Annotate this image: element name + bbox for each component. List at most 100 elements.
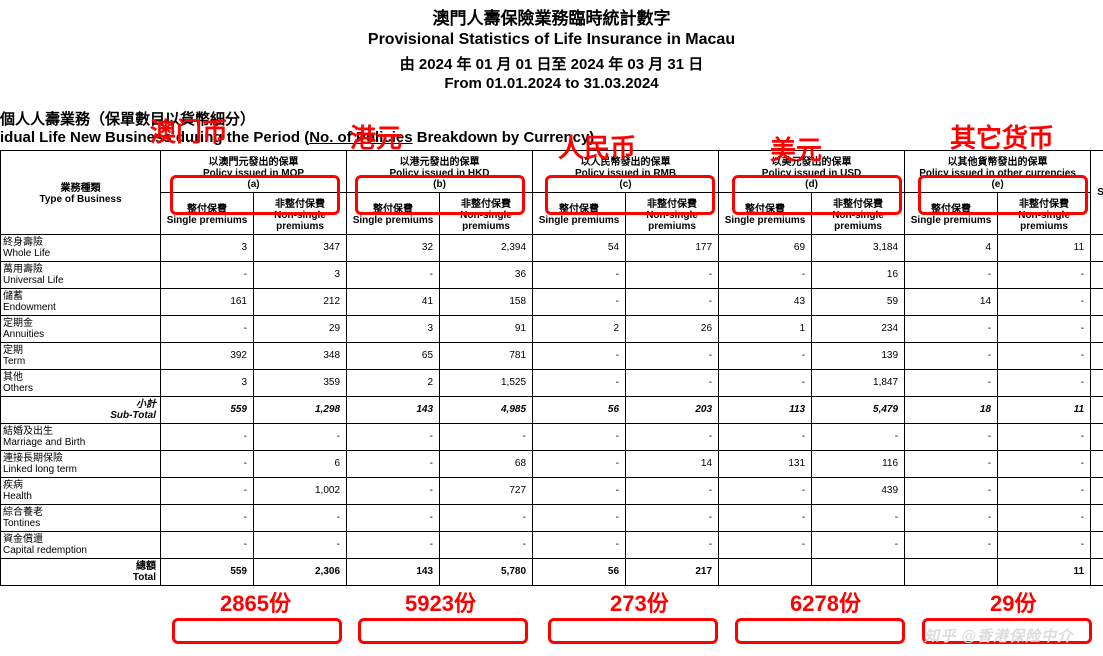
cell: 3 <box>161 369 254 396</box>
table-row: 資金償還Capital redemption---------- <box>1 531 1103 558</box>
red-annotation: 人民币 <box>558 128 636 165</box>
cell: 4 <box>905 234 998 261</box>
cell: 2 <box>533 315 626 342</box>
cell: 41 <box>347 288 440 315</box>
cell: - <box>905 450 998 477</box>
cell: - <box>347 450 440 477</box>
cell: - <box>440 504 533 531</box>
head-type: 業務種類 Type of Business <box>1 150 161 234</box>
red-annotation: 5923份 <box>405 586 476 618</box>
period-en: From 01.01.2024 to 31.03.2024 <box>0 74 1103 94</box>
cell: 559 <box>161 558 254 585</box>
cell: 11 <box>998 558 1091 585</box>
cell: 16 <box>812 261 905 288</box>
cell: - <box>998 342 1091 369</box>
cell: - <box>626 477 719 504</box>
row-label: 儲蓄Endowment <box>1 288 161 315</box>
cell: 559 <box>161 396 254 423</box>
head-trailing: S <box>1091 150 1103 234</box>
cell <box>812 558 905 585</box>
cell: - <box>254 423 347 450</box>
cell: 143 <box>347 558 440 585</box>
cell: 2 <box>347 369 440 396</box>
cell: 68 <box>440 450 533 477</box>
row-label: 疾病Health <box>1 477 161 504</box>
cell: - <box>161 531 254 558</box>
table-row: 萬用壽險Universal Life-3-36---16-- <box>1 261 1103 288</box>
cell: 348 <box>254 342 347 369</box>
cell: 54 <box>533 234 626 261</box>
cell: 32 <box>347 234 440 261</box>
cell: 234 <box>812 315 905 342</box>
red-box <box>355 175 525 215</box>
row-label: 連接長期保險Linked long term <box>1 450 161 477</box>
cell: 3 <box>347 315 440 342</box>
cell: - <box>905 504 998 531</box>
cell: 11 <box>998 234 1091 261</box>
red-box <box>170 175 340 215</box>
red-box <box>172 618 342 644</box>
cell: - <box>533 261 626 288</box>
watermark: 知乎 @香港保险中介 <box>924 625 1073 646</box>
cell: - <box>719 342 812 369</box>
cell: 18 <box>905 396 998 423</box>
row-label: 萬用壽險Universal Life <box>1 261 161 288</box>
red-box <box>358 618 528 644</box>
cell: - <box>161 315 254 342</box>
row-label: 結婚及出生Marriage and Birth <box>1 423 161 450</box>
cell: - <box>998 531 1091 558</box>
table-row: 定期Term39234865781---139-- <box>1 342 1103 369</box>
red-annotation: 6278份 <box>790 586 861 618</box>
table-row: 綜合養老Tontines---------- <box>1 504 1103 531</box>
cell: 217 <box>626 558 719 585</box>
row-label: 終身壽險Whole Life <box>1 234 161 261</box>
cell: 131 <box>719 450 812 477</box>
cell: 727 <box>440 477 533 504</box>
cell: - <box>533 288 626 315</box>
row-label: 其他Others <box>1 369 161 396</box>
cell: 392 <box>161 342 254 369</box>
table-row: 疾病Health-1,002-727---439-- <box>1 477 1103 504</box>
row-label: 總額Total <box>1 558 161 585</box>
cell: - <box>161 504 254 531</box>
cell: - <box>161 423 254 450</box>
cell: 1,847 <box>812 369 905 396</box>
cell: - <box>347 504 440 531</box>
cell: - <box>998 288 1091 315</box>
table-row: 儲蓄Endowment16121241158--435914- <box>1 288 1103 315</box>
cell: - <box>440 531 533 558</box>
table-row: 終身壽險Whole Life3347322,39454177693,184411 <box>1 234 1103 261</box>
table-row: 總額Total5592,3061435,7805621711 <box>1 558 1103 585</box>
cell: 1 <box>719 315 812 342</box>
red-box <box>548 618 718 644</box>
cell: - <box>254 504 347 531</box>
cell: - <box>812 531 905 558</box>
cell: - <box>905 369 998 396</box>
cell: 212 <box>254 288 347 315</box>
cell: - <box>254 531 347 558</box>
cell: 1,298 <box>254 396 347 423</box>
cell: 36 <box>440 261 533 288</box>
cell: 91 <box>440 315 533 342</box>
table-row: 連接長期保險Linked long term-6-68-14131116-- <box>1 450 1103 477</box>
cell: - <box>533 450 626 477</box>
red-annotation: 港元 <box>350 118 402 155</box>
title-en: Provisional Statistics of Life Insurance… <box>0 30 1103 51</box>
cell: - <box>533 531 626 558</box>
cell: 143 <box>347 396 440 423</box>
red-annotation: 2865份 <box>220 586 291 618</box>
cell: - <box>719 369 812 396</box>
cell: 2,306 <box>254 558 347 585</box>
cell: - <box>998 315 1091 342</box>
cell: - <box>347 531 440 558</box>
cell: - <box>626 531 719 558</box>
cell: 139 <box>812 342 905 369</box>
cell: - <box>998 450 1091 477</box>
cell: 26 <box>626 315 719 342</box>
cell: - <box>533 477 626 504</box>
table-row: 定期金Annuities-293912261234-- <box>1 315 1103 342</box>
red-annotation: 美元 <box>770 130 822 167</box>
cell: - <box>719 261 812 288</box>
cell: 203 <box>626 396 719 423</box>
cell: - <box>626 369 719 396</box>
